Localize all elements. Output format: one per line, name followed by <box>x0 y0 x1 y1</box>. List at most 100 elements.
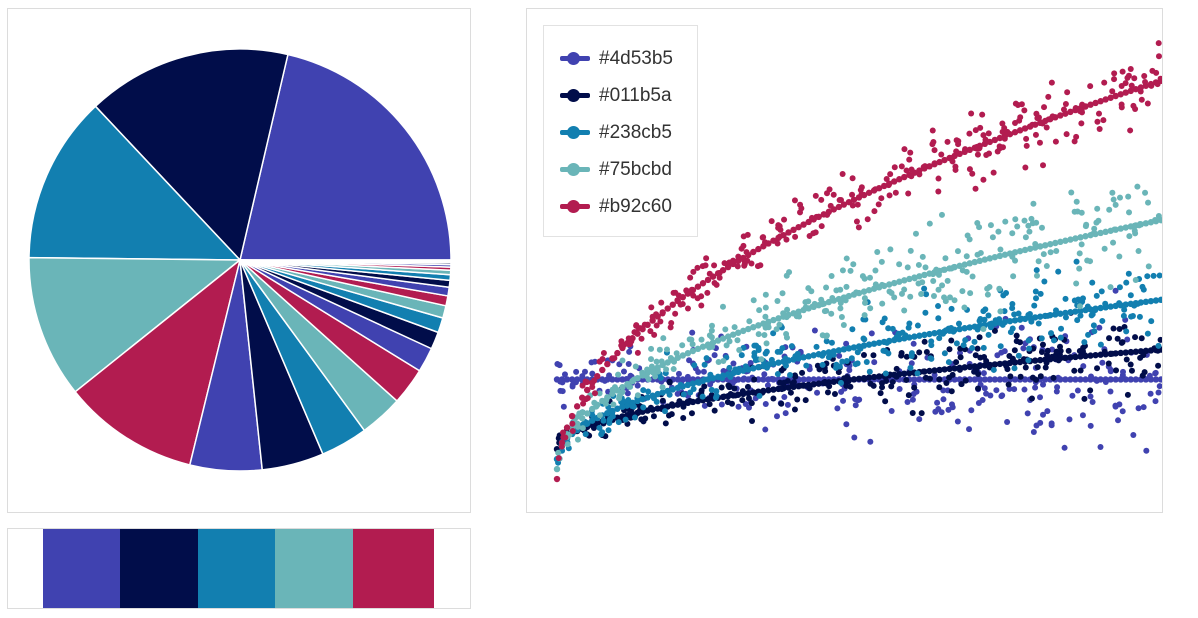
scatter-point <box>1097 444 1104 451</box>
scatter-point <box>1119 68 1126 75</box>
scatter-point <box>862 299 869 306</box>
scatter-point <box>714 337 722 344</box>
scatter-point <box>888 289 895 296</box>
scatter-point <box>1052 354 1059 361</box>
scatter-point <box>689 380 697 387</box>
scatter-point <box>736 365 743 372</box>
scatter-point <box>672 310 679 317</box>
scatter-point <box>980 344 987 351</box>
scatter-point <box>1005 381 1012 388</box>
scatter-point <box>1011 249 1019 256</box>
scatter-point <box>850 376 858 383</box>
scatter-point <box>919 253 926 260</box>
scatter-point <box>1116 194 1123 201</box>
scatter-point <box>823 284 830 291</box>
scatter-point <box>783 236 790 243</box>
scatter-point <box>1032 384 1039 391</box>
scatter-point <box>1107 284 1114 291</box>
scatter-point <box>679 376 687 383</box>
scatter-point <box>644 366 651 373</box>
scatter-point <box>755 245 762 253</box>
scatter-point <box>745 395 752 402</box>
scatter-point <box>861 312 868 319</box>
scatter-point <box>836 197 843 204</box>
scatter-point <box>845 345 853 352</box>
scatter-point <box>883 175 890 182</box>
scatter-point <box>701 376 708 383</box>
scatter-point <box>1124 391 1131 398</box>
scatter-point <box>1152 217 1159 224</box>
scatter-point <box>974 251 981 258</box>
scatter-point <box>847 383 854 390</box>
scatter-point <box>1096 324 1103 331</box>
scatter-point <box>686 336 693 343</box>
scatter-point <box>1020 345 1027 352</box>
scatter-point <box>779 345 786 352</box>
scatter-point <box>1095 217 1102 224</box>
scatter-chart <box>553 40 1162 483</box>
scatter-point <box>751 342 758 349</box>
scatter-point <box>1148 82 1155 89</box>
scatter-point <box>916 332 923 339</box>
scatter-point <box>672 289 679 296</box>
scatter-point <box>961 261 968 268</box>
scatter-point <box>908 173 915 180</box>
scatter-point <box>711 262 718 269</box>
scatter-point <box>846 367 853 374</box>
scatter-point <box>800 354 807 361</box>
scatter-point <box>770 330 777 337</box>
scatter-point <box>1033 267 1040 274</box>
scatter-point <box>676 398 683 405</box>
scatter-point <box>1128 82 1135 89</box>
scatter-point <box>828 272 835 279</box>
scatter-point <box>601 377 608 384</box>
scatter-point <box>1017 373 1024 380</box>
scatter-point <box>831 391 838 398</box>
scatter-point <box>949 371 956 378</box>
scatter-point <box>724 263 732 271</box>
scatter-point <box>961 304 968 311</box>
scatter-point <box>711 279 718 286</box>
scatter-point <box>732 392 739 399</box>
scatter-point <box>1119 408 1126 415</box>
scatter-point <box>1112 92 1119 100</box>
scatter-point <box>922 309 929 316</box>
scatter-point <box>1147 297 1155 305</box>
scatter-point <box>828 310 835 317</box>
scatter-point <box>1116 325 1123 332</box>
scatter-point <box>1053 307 1059 314</box>
scatter-point <box>941 156 948 164</box>
scatter-point <box>1093 292 1100 299</box>
scatter-point <box>609 386 616 393</box>
scatter-point <box>1099 359 1106 366</box>
scatter-point <box>805 376 812 383</box>
scatter-point <box>649 313 656 320</box>
scatter-point <box>784 306 791 313</box>
scatter-point <box>985 130 992 137</box>
legend-item: #b92c60 <box>544 189 699 225</box>
scatter-point <box>569 381 576 388</box>
scatter-point <box>591 390 598 397</box>
scatter-point <box>1085 331 1092 338</box>
scatter-point <box>1072 353 1079 361</box>
scatter-point <box>870 373 878 381</box>
scatter-point <box>984 285 991 292</box>
scatter-point <box>1063 131 1070 138</box>
scatter-point <box>1067 309 1074 316</box>
scatter-point <box>1101 245 1108 252</box>
scatter-point <box>1031 357 1039 364</box>
scatter-point <box>1125 72 1132 79</box>
scatter-point <box>1067 108 1074 116</box>
scatter-point <box>854 349 861 356</box>
scatter-point <box>977 124 984 131</box>
scatter-point <box>1017 339 1023 346</box>
scatter-point <box>819 332 826 339</box>
scatter-point <box>996 252 1004 260</box>
scatter-point <box>1011 129 1019 136</box>
scatter-point <box>1062 237 1069 244</box>
scatter-point <box>907 149 914 156</box>
scatter-point <box>898 163 905 170</box>
scatter-point <box>997 343 1004 350</box>
scatter-point <box>849 175 856 182</box>
scatter-point <box>600 417 607 424</box>
